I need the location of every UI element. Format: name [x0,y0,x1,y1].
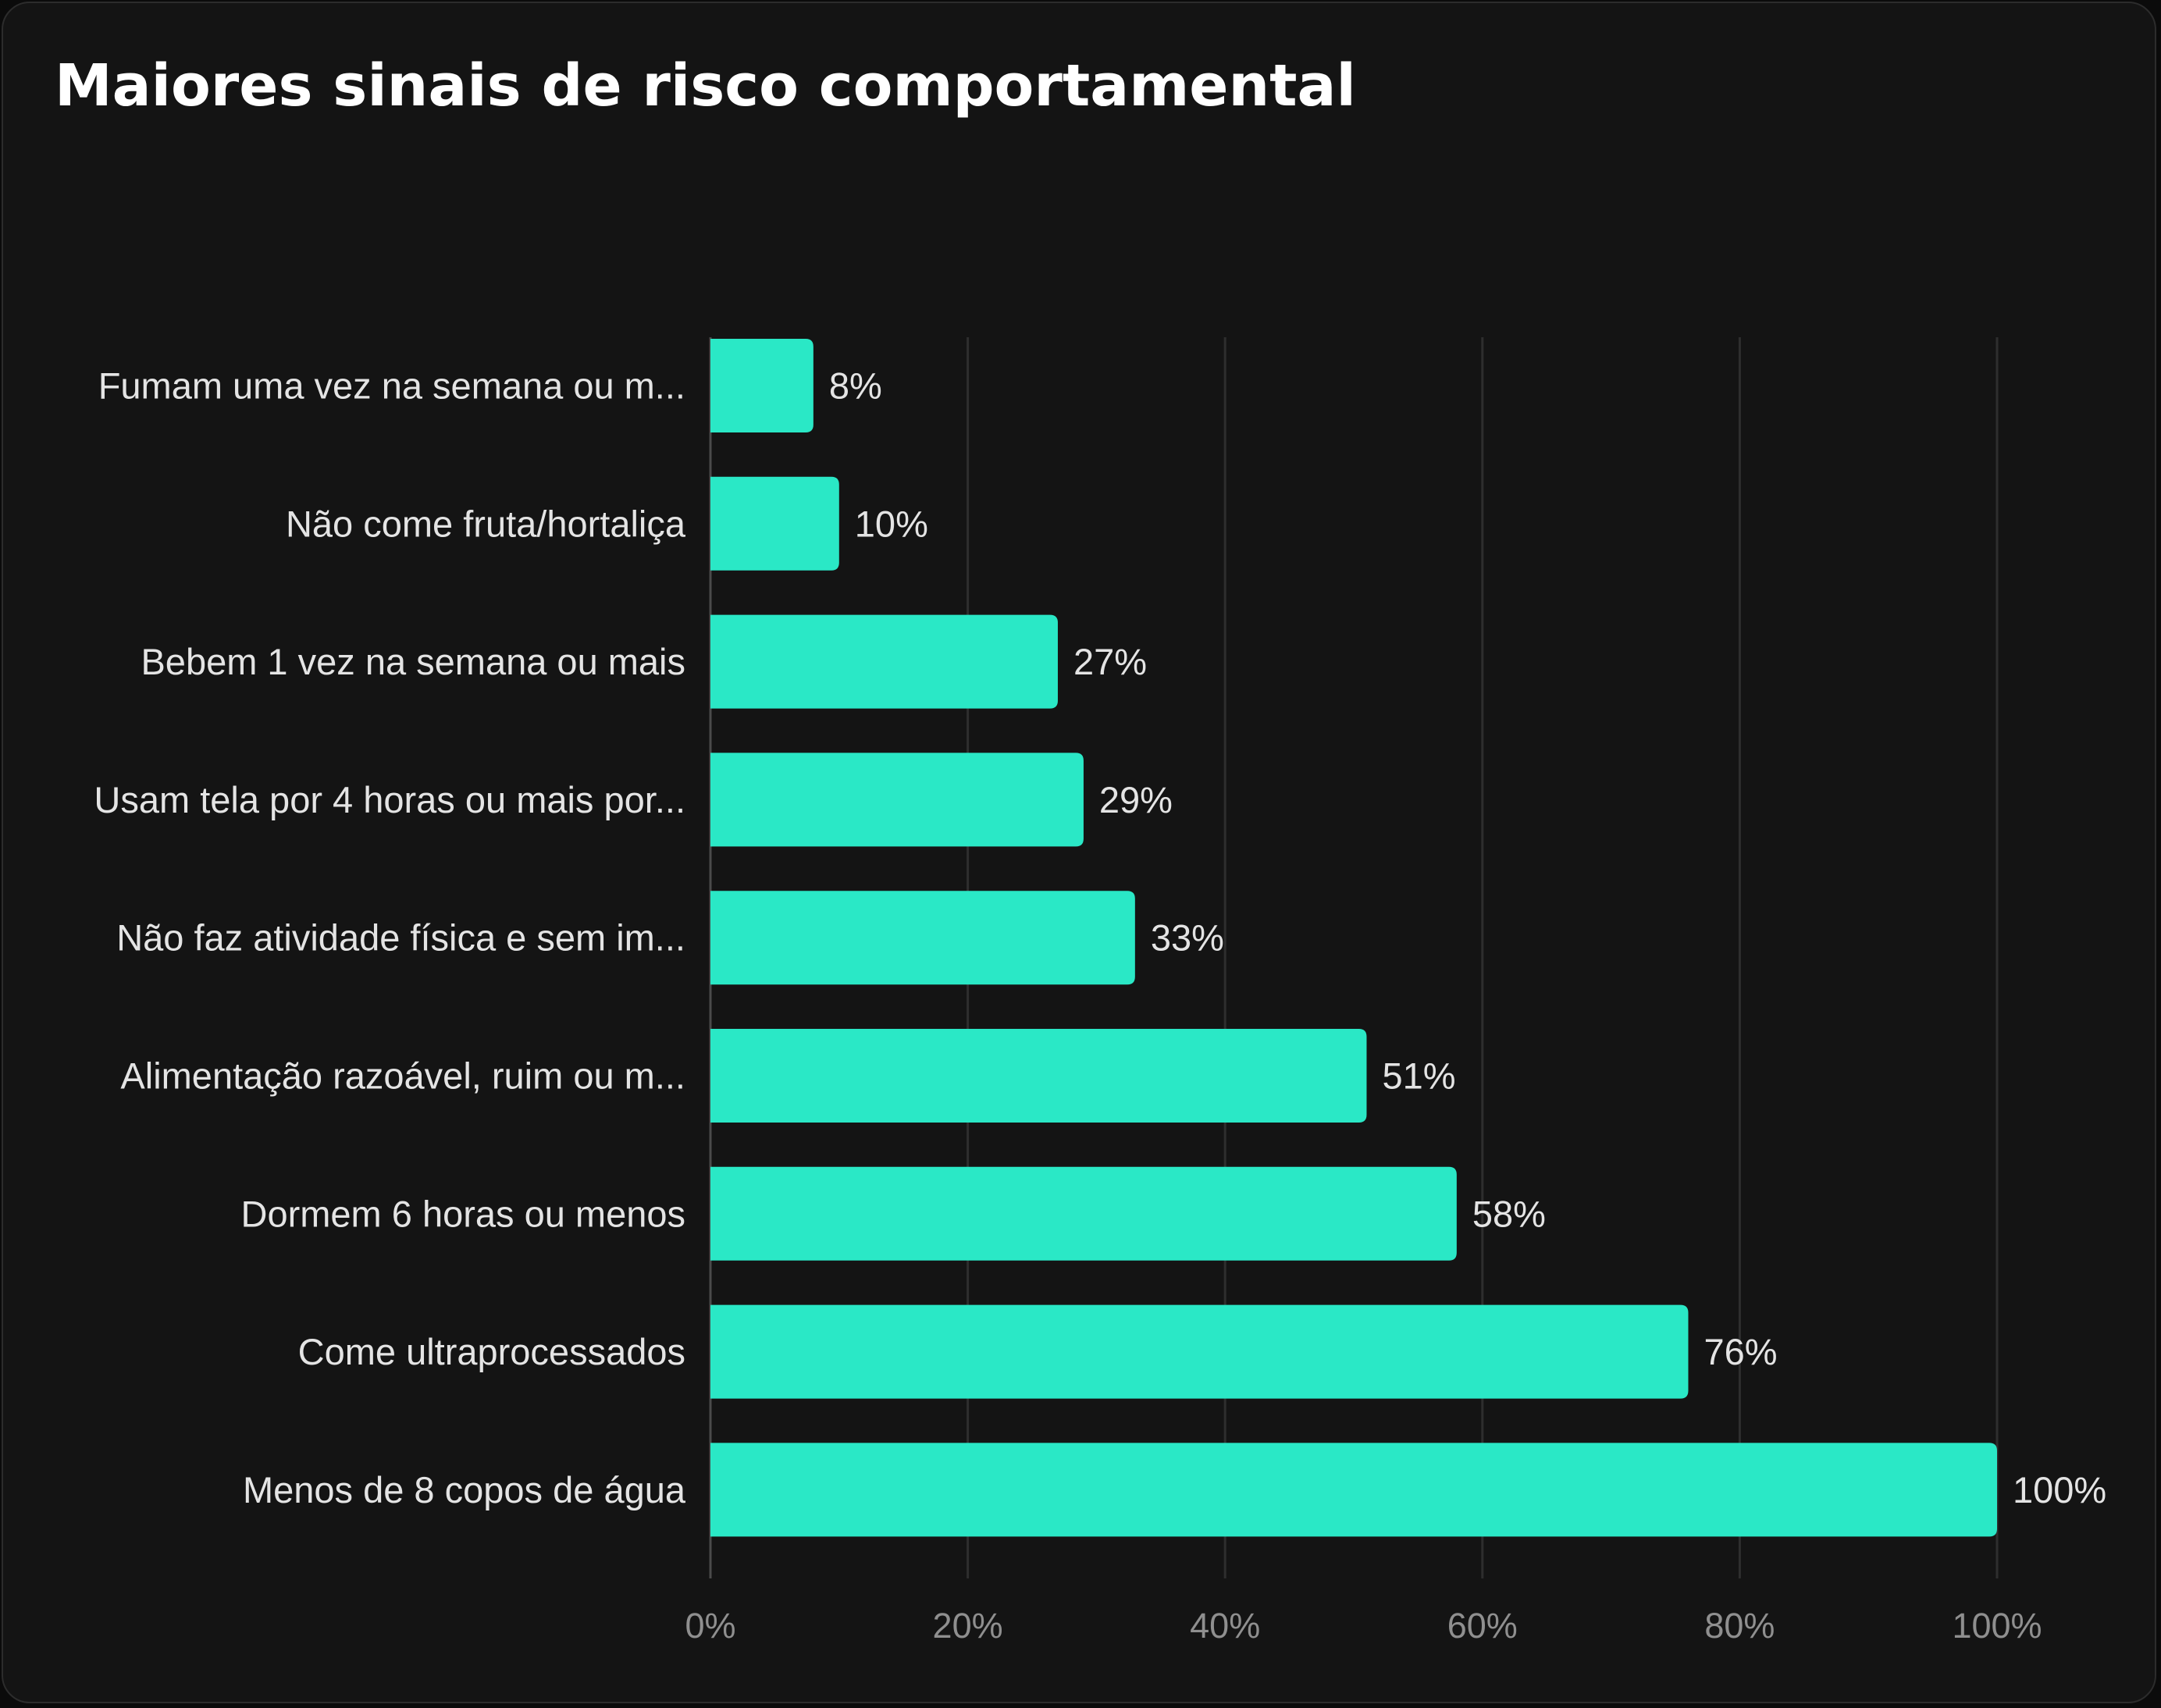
bar [710,1304,1689,1399]
value-label: 8% [829,365,882,407]
bar [710,1029,1367,1123]
value-label: 10% [855,503,928,544]
category-label: Menos de 8 copos de água [243,1469,686,1511]
bar [710,891,1135,985]
bars [710,339,1997,1537]
value-label: 76% [1704,1331,1777,1372]
value-label: 29% [1099,779,1173,820]
x-tick-label: 100% [1952,1606,2042,1646]
value-label: 27% [1073,641,1147,682]
category-label: Dormem 6 horas ou menos [241,1193,685,1234]
value-label: 58% [1472,1193,1546,1234]
value-label: 33% [1151,917,1224,959]
bar-chart: 0% 20% 40% 60% 80% 100% Fumam uma vez na seman… [94,337,2106,1646]
value-label: 51% [1382,1055,1455,1097]
bar [710,476,839,571]
category-label: Come ultraprocessados [298,1331,685,1372]
x-tick-label: 60% [1447,1606,1518,1646]
category-label: Bebem 1 vez na semana ou mais [141,641,685,682]
chart-title: Maiores sinais de risco comportamental [55,52,1356,119]
category-label: Não come fruta/hortaliça [286,503,686,544]
category-label: Alimentação razoável, ruim ou m... [120,1055,685,1097]
x-tick-label: 80% [1704,1606,1775,1646]
bar [710,753,1084,847]
bar [710,1443,1997,1537]
bar [710,339,813,432]
labels: 0% 20% 40% 60% 80% 100% Fumam uma vez na seman… [94,365,2106,1646]
category-label: Fumam uma vez na semana ou m... [98,365,685,407]
category-label: Usam tela por 4 horas ou mais por... [94,779,685,820]
x-tick-label: 0% [685,1606,735,1646]
x-tick-label: 20% [933,1606,1003,1646]
category-label: Não faz atividade física e sem im... [116,917,685,959]
x-tick-label: 40% [1190,1606,1260,1646]
bar [710,1166,1457,1261]
bar [710,614,1058,709]
value-label: 100% [2013,1469,2106,1511]
